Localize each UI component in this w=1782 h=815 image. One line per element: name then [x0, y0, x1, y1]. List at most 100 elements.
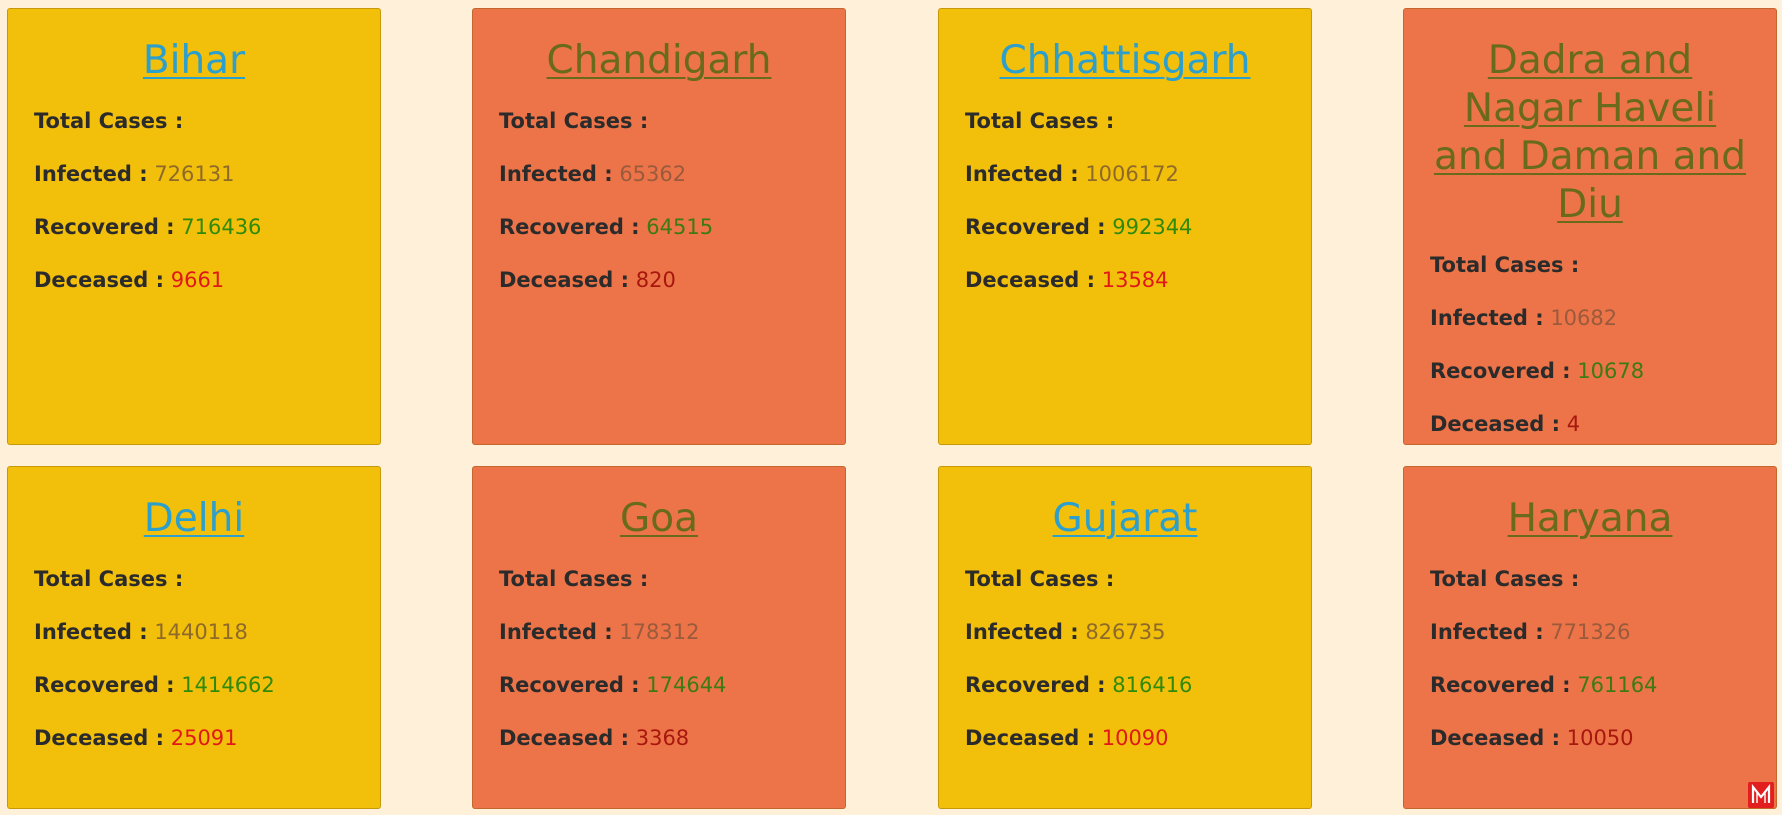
- total-cases-label: Total Cases :: [1430, 567, 1580, 591]
- infected-value: 65362: [619, 162, 687, 186]
- state-card-chhattisgarh: Chhattisgarh Total Cases : Infected : 10…: [938, 8, 1312, 445]
- infected-value: 1440118: [154, 620, 248, 644]
- state-card-bihar: Bihar Total Cases : Infected : 726131 Re…: [7, 8, 381, 445]
- infected-label: Infected :: [1430, 306, 1544, 330]
- recovered-row: Recovered : 1414662: [34, 671, 354, 699]
- infected-label: Infected :: [965, 162, 1079, 186]
- total-cases-label: Total Cases :: [34, 109, 184, 133]
- recovered-value: 992344: [1112, 215, 1193, 239]
- total-cases-label: Total Cases :: [499, 109, 649, 133]
- total-cases-row: Total Cases :: [499, 107, 819, 135]
- state-link-gujarat[interactable]: Gujarat: [1052, 496, 1198, 541]
- recovered-value: 816416: [1112, 673, 1193, 697]
- recovered-label: Recovered :: [34, 673, 175, 697]
- recovered-row: Recovered : 992344: [965, 213, 1285, 241]
- recovered-row: Recovered : 10678: [1430, 357, 1750, 385]
- deceased-value: 13584: [1101, 268, 1169, 292]
- recovered-row: Recovered : 816416: [965, 671, 1285, 699]
- deceased-row: Deceased : 820: [499, 266, 819, 294]
- deceased-label: Deceased :: [1430, 726, 1561, 750]
- infected-label: Infected :: [34, 162, 148, 186]
- state-link-bihar[interactable]: Bihar: [142, 38, 246, 83]
- infected-value: 771326: [1550, 620, 1631, 644]
- infected-value: 826735: [1085, 620, 1166, 644]
- recovered-row: Recovered : 716436: [34, 213, 354, 241]
- deceased-value: 10090: [1101, 726, 1169, 750]
- infected-row: Infected : 10682: [1430, 304, 1750, 332]
- recovered-row: Recovered : 64515: [499, 213, 819, 241]
- recovered-label: Recovered :: [1430, 673, 1571, 697]
- deceased-value: 9661: [170, 268, 225, 292]
- infected-label: Infected :: [965, 620, 1079, 644]
- deceased-value: 3368: [635, 726, 690, 750]
- recovered-row: Recovered : 761164: [1430, 671, 1750, 699]
- infected-row: Infected : 65362: [499, 160, 819, 188]
- deceased-value: 25091: [170, 726, 238, 750]
- infected-value: 178312: [619, 620, 700, 644]
- deceased-label: Deceased :: [499, 268, 630, 292]
- total-cases-row: Total Cases :: [499, 565, 819, 593]
- state-card-haryana: Haryana Total Cases : Infected : 771326 …: [1403, 466, 1777, 809]
- total-cases-row: Total Cases :: [34, 107, 354, 135]
- state-link-goa[interactable]: Goa: [620, 496, 698, 541]
- recovered-value: 10678: [1577, 359, 1645, 383]
- recovered-label: Recovered :: [965, 673, 1106, 697]
- deceased-value: 820: [635, 268, 676, 292]
- total-cases-row: Total Cases :: [965, 107, 1285, 135]
- recovered-label: Recovered :: [499, 215, 640, 239]
- infected-value: 726131: [154, 162, 235, 186]
- deceased-value: 10050: [1566, 726, 1634, 750]
- state-card-delhi: Delhi Total Cases : Infected : 1440118 R…: [7, 466, 381, 809]
- state-link-chandigarh[interactable]: Chandigarh: [546, 38, 772, 83]
- total-cases-label: Total Cases :: [34, 567, 184, 591]
- recovered-label: Recovered :: [34, 215, 175, 239]
- infected-row: Infected : 771326: [1430, 618, 1750, 646]
- state-card-dadra-nagar-haveli-daman-diu: Dadra and Nagar Haveli and Daman and Diu…: [1403, 8, 1777, 445]
- recovered-value: 174644: [646, 673, 727, 697]
- deceased-label: Deceased :: [499, 726, 630, 750]
- deceased-row: Deceased : 10090: [965, 724, 1285, 752]
- total-cases-row: Total Cases :: [1430, 565, 1750, 593]
- deceased-row: Deceased : 10050: [1430, 724, 1750, 752]
- recovered-value: 716436: [181, 215, 262, 239]
- total-cases-label: Total Cases :: [965, 109, 1115, 133]
- deceased-label: Deceased :: [34, 726, 165, 750]
- state-link-dadra-nagar-haveli-daman-diu[interactable]: Dadra and Nagar Haveli and Daman and Diu: [1433, 38, 1747, 227]
- recovered-label: Recovered :: [1430, 359, 1571, 383]
- state-link-delhi[interactable]: Delhi: [143, 496, 245, 541]
- deceased-label: Deceased :: [965, 726, 1096, 750]
- deceased-label: Deceased :: [1430, 412, 1561, 436]
- total-cases-label: Total Cases :: [499, 567, 649, 591]
- infected-row: Infected : 726131: [34, 160, 354, 188]
- total-cases-label: Total Cases :: [1430, 253, 1580, 277]
- deceased-row: Deceased : 3368: [499, 724, 819, 752]
- deceased-label: Deceased :: [34, 268, 165, 292]
- infected-label: Infected :: [499, 620, 613, 644]
- total-cases-label: Total Cases :: [965, 567, 1115, 591]
- state-card-chandigarh: Chandigarh Total Cases : Infected : 6536…: [472, 8, 846, 445]
- total-cases-row: Total Cases :: [965, 565, 1285, 593]
- state-card-gujarat: Gujarat Total Cases : Infected : 826735 …: [938, 466, 1312, 809]
- infected-label: Infected :: [1430, 620, 1544, 644]
- deceased-row: Deceased : 9661: [34, 266, 354, 294]
- infected-label: Infected :: [34, 620, 148, 644]
- recovered-value: 761164: [1577, 673, 1658, 697]
- infected-row: Infected : 826735: [965, 618, 1285, 646]
- deceased-row: Deceased : 4: [1430, 410, 1750, 438]
- infected-row: Infected : 1440118: [34, 618, 354, 646]
- total-cases-row: Total Cases :: [1430, 251, 1750, 279]
- m-logo-icon[interactable]: [1748, 782, 1774, 808]
- deceased-label: Deceased :: [965, 268, 1096, 292]
- recovered-value: 64515: [646, 215, 714, 239]
- recovered-value: 1414662: [181, 673, 275, 697]
- state-card-goa: Goa Total Cases : Infected : 178312 Reco…: [472, 466, 846, 809]
- infected-row: Infected : 1006172: [965, 160, 1285, 188]
- recovered-label: Recovered :: [965, 215, 1106, 239]
- deceased-row: Deceased : 13584: [965, 266, 1285, 294]
- recovered-row: Recovered : 174644: [499, 671, 819, 699]
- state-link-chhattisgarh[interactable]: Chhattisgarh: [999, 38, 1251, 83]
- state-link-haryana[interactable]: Haryana: [1507, 496, 1673, 541]
- total-cases-row: Total Cases :: [34, 565, 354, 593]
- infected-row: Infected : 178312: [499, 618, 819, 646]
